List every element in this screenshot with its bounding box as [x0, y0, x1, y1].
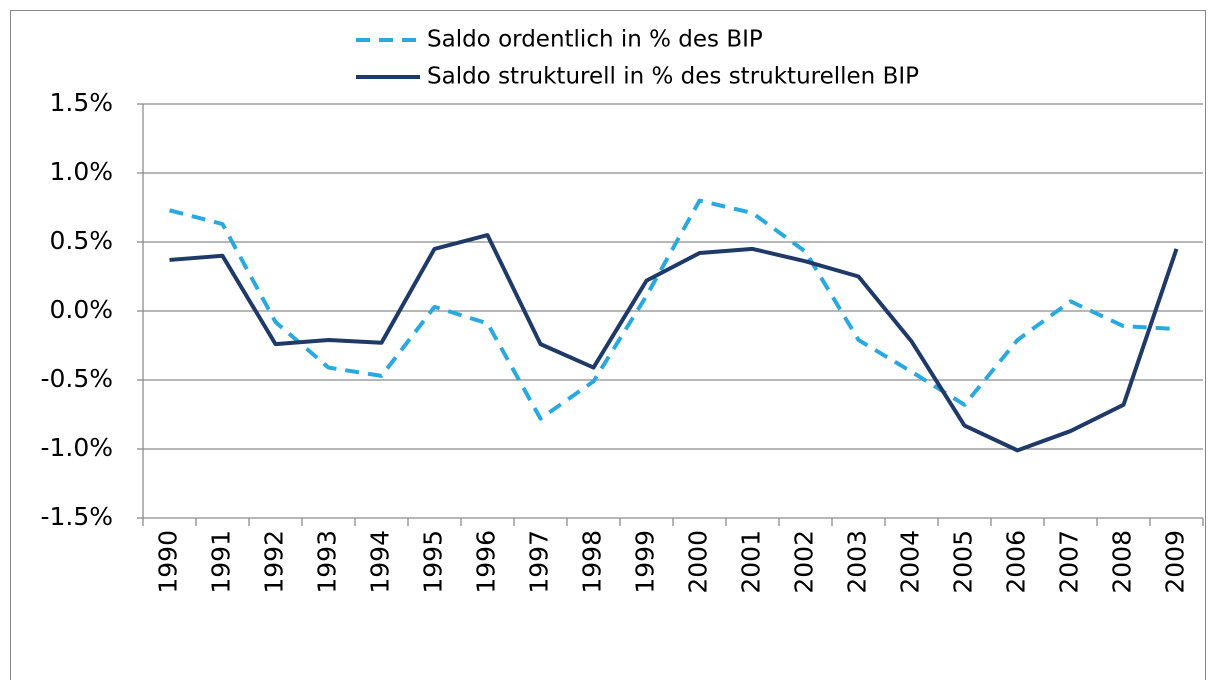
x-tick-label: 2006 [1002, 530, 1031, 594]
x-tick-label: 1990 [154, 530, 183, 594]
legend-label: Saldo strukturell in % des strukturellen… [427, 64, 919, 90]
x-tick-label: 2008 [1108, 530, 1137, 594]
y-tick-label: 0.5% [49, 226, 113, 255]
x-tick-label: 2004 [896, 530, 925, 594]
x-tick-label: 1993 [313, 530, 342, 594]
chart-frame [10, 10, 1206, 680]
y-tick-label: -1.0% [40, 433, 113, 462]
x-tick-label: 1991 [207, 530, 236, 594]
x-tick-label: 2001 [737, 530, 766, 594]
x-tick-label: 1992 [260, 530, 289, 594]
y-tick-label: 1.5% [49, 88, 113, 117]
legend-label: Saldo ordentlich in % des BIP [427, 27, 763, 53]
y-tick-label: 1.0% [49, 157, 113, 186]
x-tick-label: 1996 [472, 530, 501, 594]
y-tick-label: -0.5% [40, 364, 113, 393]
x-tick-label: 2000 [684, 530, 713, 594]
x-tick-label: 1995 [419, 530, 448, 594]
x-tick-label: 2007 [1055, 530, 1084, 594]
x-tick-label: 1998 [578, 530, 607, 594]
x-tick-label: 2009 [1161, 530, 1190, 594]
x-tick-label: 1999 [631, 530, 660, 594]
x-tick-label: 1994 [366, 530, 395, 594]
x-tick-label: 1997 [525, 530, 554, 594]
series-line [168, 198, 1177, 421]
y-tick-label: 0.0% [49, 295, 113, 324]
y-tick-label: -1.5% [40, 502, 113, 531]
series-line [169, 233, 1179, 453]
x-tick-label: 2003 [843, 530, 872, 594]
x-tick-label: 2005 [949, 530, 978, 594]
x-tick-label: 2002 [790, 530, 819, 594]
